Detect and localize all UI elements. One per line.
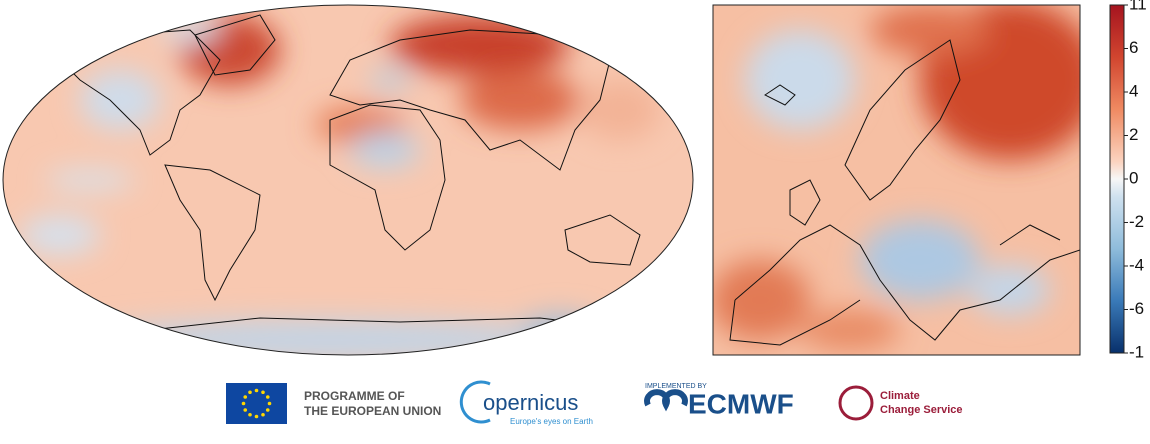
colorbar-tick-label: 11	[1129, 0, 1147, 13]
eu-stars	[241, 388, 272, 419]
eu-star	[248, 412, 252, 417]
colorbar-tick-label: 4	[1129, 81, 1138, 100]
colorbar-tick-label: -2	[1129, 212, 1144, 231]
eu-star	[254, 414, 259, 419]
colorbar-gradient	[1109, 4, 1125, 354]
eu-star	[241, 401, 246, 406]
eu-star	[243, 408, 248, 412]
europe-map	[712, 4, 1081, 356]
eu-star	[261, 390, 265, 395]
c3s-text: Change Service	[880, 404, 963, 416]
eu-star	[248, 390, 252, 395]
eu-star	[265, 395, 270, 399]
ecmwf-name: ECMWF	[688, 388, 794, 419]
footer-logos: PROGRAMME OF THE EUROPEAN UNION opernicu…	[226, 380, 963, 426]
colorbar: 11 6 4 2 0 -2 -4 -6 -1	[1109, 0, 1147, 361]
eu-star	[261, 412, 265, 417]
colorbar-tick-label: -6	[1129, 299, 1144, 318]
world-map	[2, 4, 694, 356]
colorbar-tick-label: 2	[1129, 125, 1138, 144]
eu-star	[243, 395, 248, 399]
c3s-text: Climate	[880, 390, 920, 402]
copernicus-tagline: Europe's eyes on Earth	[510, 417, 593, 426]
copernicus-name: opernicus	[483, 390, 578, 415]
c3s-symbol	[838, 385, 874, 421]
colorbar-tick-label: 0	[1129, 168, 1138, 187]
eu-star	[267, 401, 272, 406]
ecmwf-symbol	[644, 389, 688, 412]
colorbar-tick-label: 6	[1129, 38, 1138, 57]
eu-star	[265, 408, 270, 412]
eu-text: PROGRAMME OF	[304, 389, 405, 403]
copernicus-c	[459, 380, 491, 424]
ecmwf-caption: IMPLEMENTED BY	[645, 383, 707, 390]
colorbar-tick-label: -4	[1129, 255, 1144, 274]
eu-text: THE EUROPEAN UNION	[304, 404, 441, 418]
colorbar-tick-label: -1	[1129, 342, 1144, 361]
eu-star	[254, 388, 259, 393]
